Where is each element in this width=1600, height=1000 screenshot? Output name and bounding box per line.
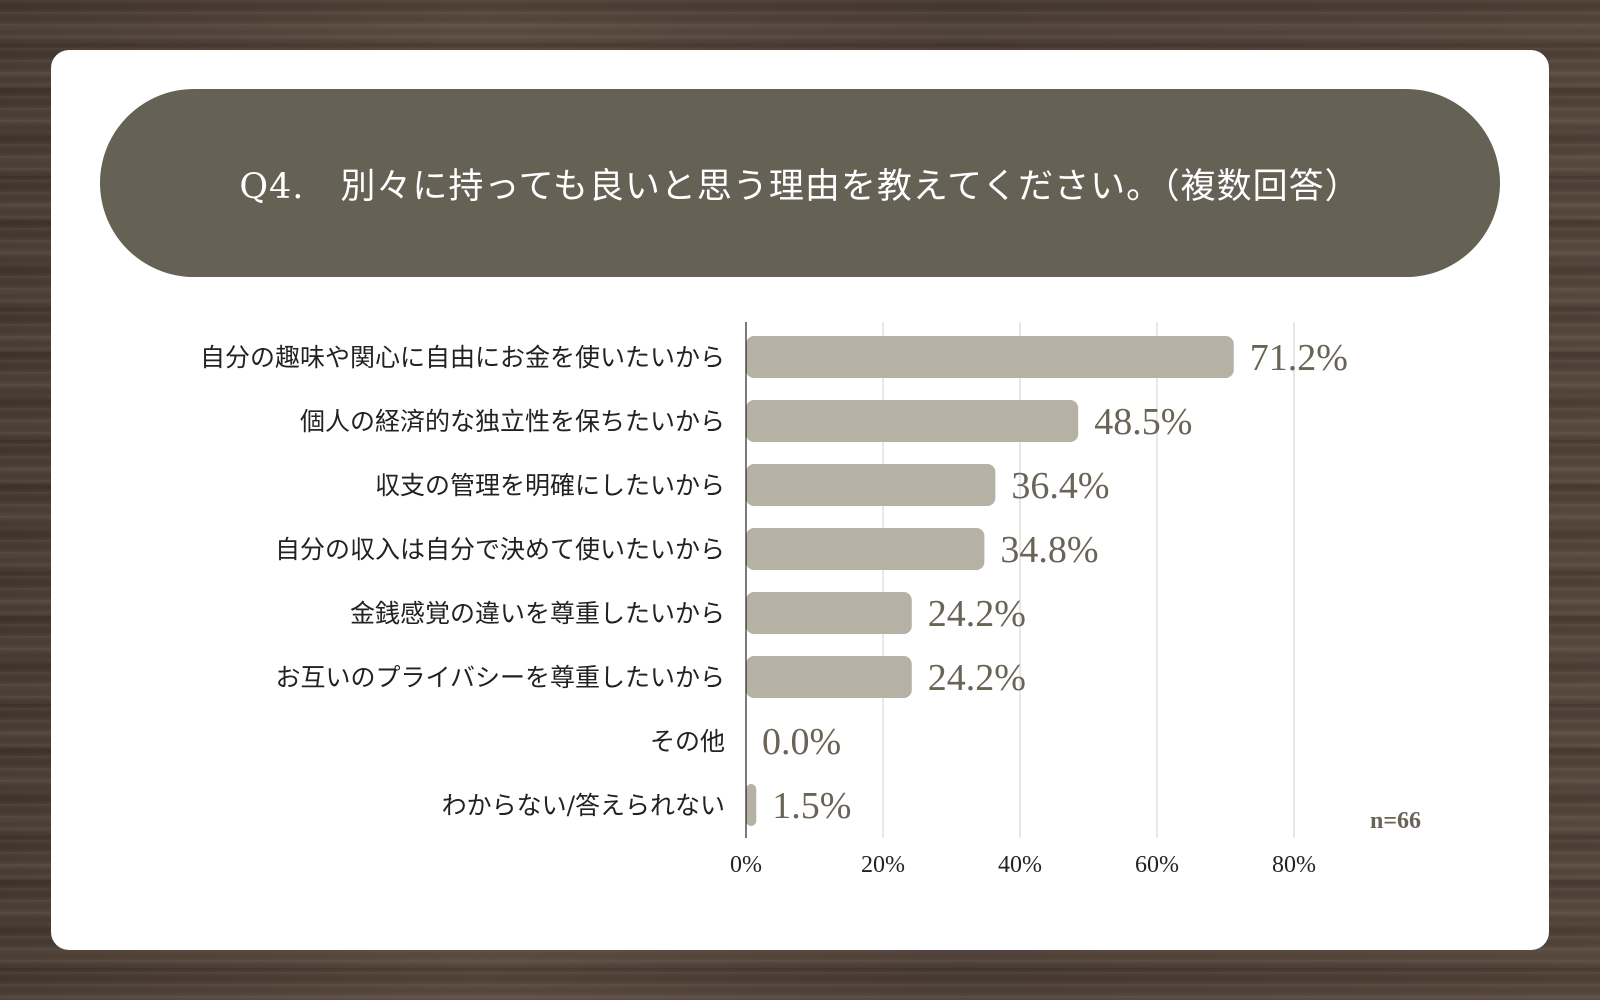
category-label: その他 [650,727,725,756]
value-label: 36.4% [1011,465,1109,507]
x-tick-label: 20% [861,852,905,878]
value-label: 1.5% [772,785,851,827]
x-tick-label: 0% [730,852,762,878]
value-label: 24.2% [928,657,1026,699]
category-label: 自分の収入は自分で決めて使いたいから [275,535,725,564]
category-label: 自分の趣味や関心に自由にお金を使いたいから [200,343,725,372]
value-label: 24.2% [928,593,1026,635]
category-label: 個人の経済的な独立性を保ちたいから [300,407,725,436]
category-label: わからない/答えられない [442,791,725,820]
x-tick-label: 40% [998,852,1042,878]
bar [746,784,757,826]
bar [746,336,1234,378]
x-tick-label: 60% [1135,852,1179,878]
bar [746,400,1079,442]
x-tick-label: 80% [1272,852,1316,878]
question-banner: Q4. 別々に持っても良いと思う理由を教えてください。（複数回答） [100,89,1500,277]
value-label: 34.8% [1000,529,1098,571]
value-label: 0.0% [762,721,841,763]
bar [746,464,996,506]
bar [746,528,985,570]
value-label: 71.2% [1250,337,1348,379]
sample-size-note: n=66 [1370,808,1422,834]
category-label: 収支の管理を明確にしたいから [375,471,725,500]
bar [746,592,912,634]
value-label: 48.5% [1094,401,1192,443]
question-title: Q4. 別々に持っても良いと思う理由を教えてください。（複数回答） [239,166,1361,207]
category-label: 金銭感覚の違いを尊重したいから [350,599,725,628]
category-label: お互いのプライバシーを尊重したいから [275,663,725,692]
bar [746,656,912,698]
